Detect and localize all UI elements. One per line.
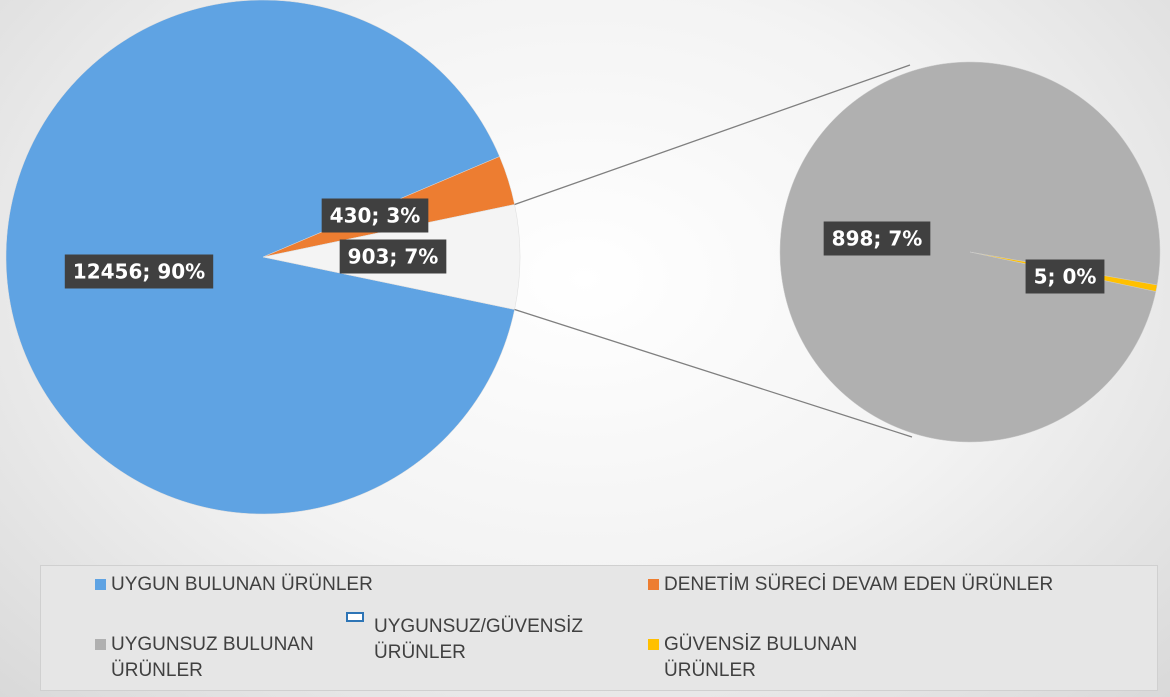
data-label: 5; 0% (1025, 259, 1105, 294)
legend-label: UYGUNSUZ BULUNAN ÜRÜNLER (111, 634, 314, 681)
legend-marker (648, 639, 659, 650)
legend-marker (95, 579, 106, 590)
data-label-text: 430; 3% (330, 204, 421, 228)
data-label-text: 5; 0% (1034, 265, 1097, 289)
label-box (823, 221, 931, 256)
data-label: 430; 3% (321, 198, 429, 233)
legend-label: GÜVENSİZ BULUNAN ÜRÜNLER (664, 634, 858, 681)
data-label-text: 903; 7% (348, 245, 439, 269)
label-box (1025, 259, 1105, 294)
label-box (321, 198, 429, 233)
connector (514, 64, 911, 206)
legend-label: UYGUN BULUNAN ÜRÜNLER (111, 574, 373, 595)
legend-label: DENETİM SÜRECİ DEVAM EDEN ÜRÜNLER (664, 574, 1054, 595)
data-label: 903; 7% (339, 239, 447, 274)
legend-entry: UYGUNSUZ/GÜVENSİZ ÜRÜNLER (346, 612, 634, 666)
data-label: 12456; 90% (64, 254, 214, 289)
legend-marker (95, 639, 106, 650)
legend: UYGUN BULUNAN ÜRÜNLER DENETİM SÜRECİ DEVA… (40, 565, 1158, 691)
legend-marker (648, 579, 659, 590)
label-box (64, 254, 214, 289)
legend-label: UYGUNSUZ/GÜVENSİZ ÜRÜNLER (374, 616, 584, 663)
data-label-text: 12456; 90% (73, 260, 205, 284)
legend-entry: UYGUN BULUNAN ÜRÜNLER (95, 572, 611, 598)
pie-slice (5, 0, 515, 515)
data-label-text: 898; 7% (832, 227, 923, 251)
label-box (339, 239, 447, 274)
legend-marker (346, 612, 364, 622)
legend-entry: DENETİM SÜRECİ DEVAM EDEN ÜRÜNLER (648, 572, 1144, 598)
legend-entry: UYGUNSUZ BULUNAN ÜRÜNLER (95, 632, 341, 684)
data-label: 898; 7% (823, 221, 931, 256)
legend-entry: GÜVENSİZ BULUNAN ÜRÜNLER (648, 632, 924, 684)
connector (514, 308, 913, 438)
